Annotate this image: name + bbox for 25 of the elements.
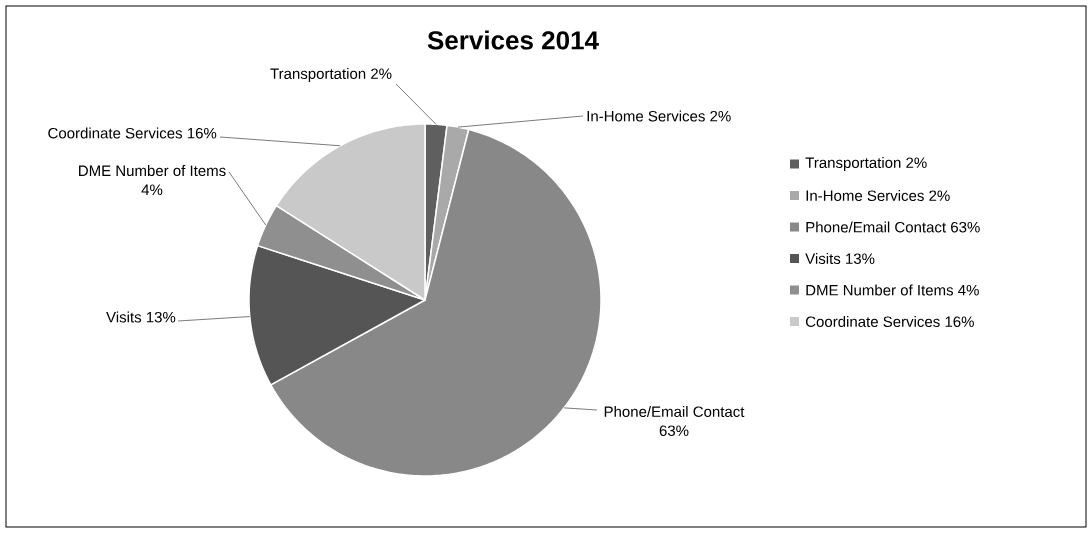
legend-label: Transportation — [805, 157, 901, 171]
slice-label: Coordinate Services — [48, 127, 183, 139]
text: 2% — [929, 190, 950, 201]
legend-label: Visits — [805, 252, 841, 264]
text: 13% — [846, 253, 875, 264]
legend-label: Phone/Email Contact — [806, 221, 946, 233]
legend-label: DME Number of Items — [806, 284, 954, 296]
text: 63% — [951, 221, 980, 233]
text: 2% — [906, 157, 927, 168]
text: 4% — [958, 284, 979, 296]
data-label: 63% — [659, 425, 689, 436]
data-label: 4% — [141, 184, 163, 195]
chart-title: Services 2014 — [427, 30, 599, 50]
slice-label: Visits — [106, 311, 142, 323]
slice-label: DME Number of Items — [79, 165, 226, 177]
slice-label: Phone/Email Contact — [604, 405, 745, 417]
legend-label: Coordinate Services — [805, 315, 940, 327]
slice-label: In-Home Services — [587, 110, 705, 122]
legend-label: In-Home Services — [806, 189, 924, 201]
data-label: 2% — [371, 68, 392, 79]
data-label: 2% — [710, 110, 731, 122]
slice-label: Transportation — [270, 68, 366, 82]
data-label: 13% — [146, 311, 176, 323]
text: 16% — [945, 316, 974, 327]
data-label: 16% — [187, 127, 217, 139]
